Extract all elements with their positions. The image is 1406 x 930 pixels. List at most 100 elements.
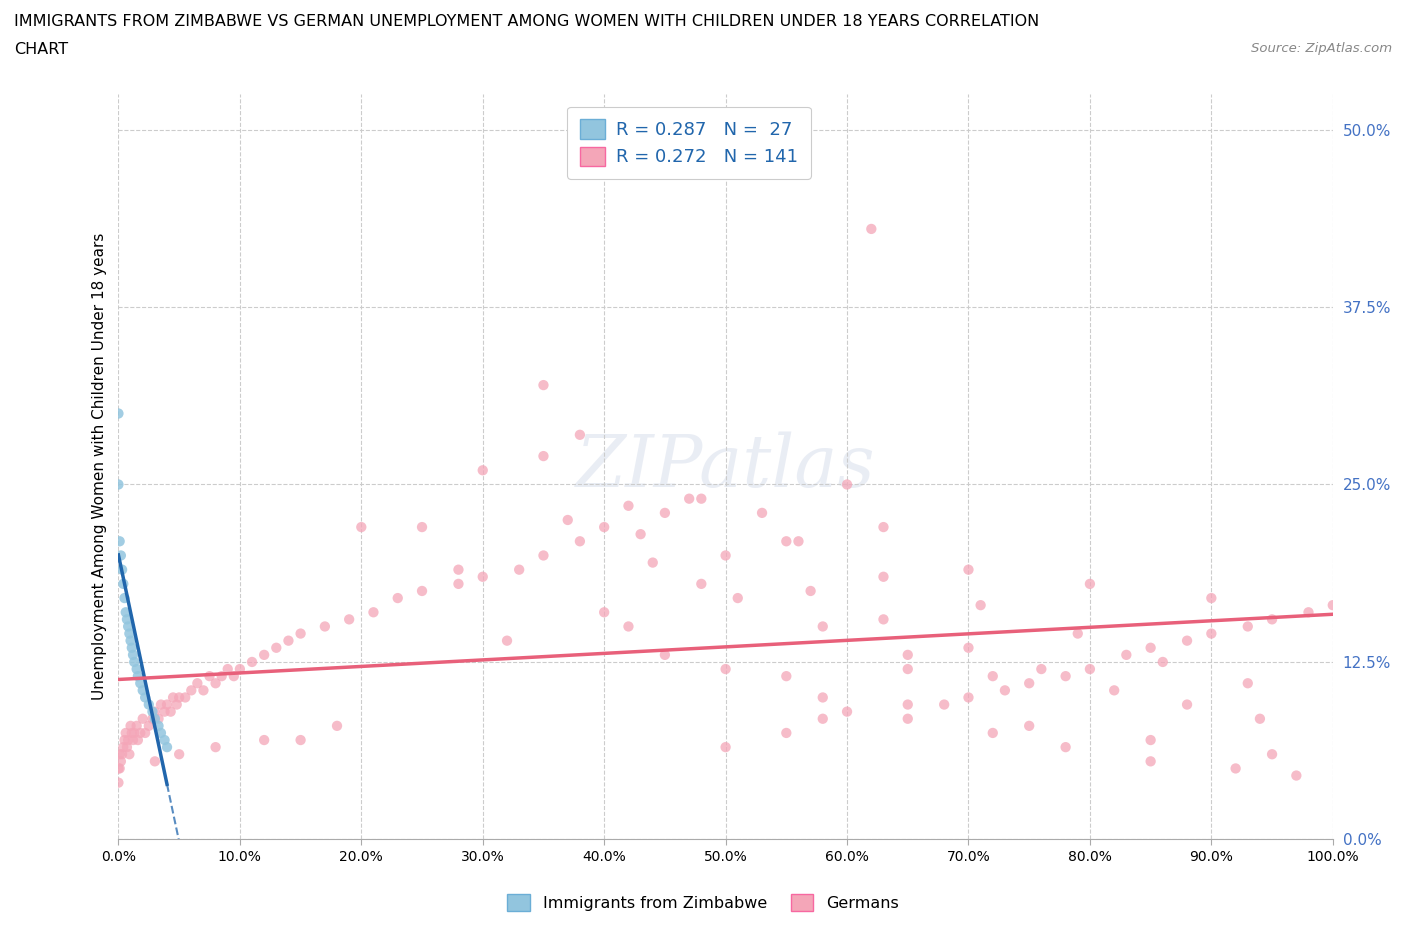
Point: [860, 221, 883, 236]
Point: [118, 626, 141, 641]
Point: [134, 690, 156, 705]
Point: [115, 612, 138, 627]
Point: [630, 526, 652, 541]
Point: [114, 604, 136, 619]
Point: [108, 534, 131, 549]
Point: [411, 583, 433, 598]
Point: [1102, 683, 1125, 698]
Point: [277, 633, 299, 648]
Point: [174, 690, 197, 705]
Point: [1054, 669, 1077, 684]
Legend: Immigrants from Zimbabwe, Germans: Immigrants from Zimbabwe, Germans: [501, 888, 905, 917]
Point: [111, 747, 134, 762]
Point: [811, 690, 834, 705]
Point: [447, 563, 470, 578]
Point: [148, 718, 170, 733]
Point: [363, 604, 385, 619]
Point: [981, 725, 1004, 740]
Point: [872, 520, 894, 535]
Point: [290, 733, 312, 748]
Point: [107, 406, 129, 421]
Point: [835, 477, 858, 492]
Point: [108, 761, 131, 776]
Point: [112, 577, 135, 591]
Y-axis label: Unemployment Among Women with Children Under 18 years: Unemployment Among Women with Children U…: [93, 233, 107, 700]
Point: [149, 725, 172, 740]
Point: [1139, 641, 1161, 656]
Point: [114, 725, 136, 740]
Point: [1031, 661, 1053, 676]
Point: [690, 491, 713, 506]
Point: [118, 747, 141, 762]
Point: [167, 690, 190, 705]
Point: [153, 704, 176, 719]
Point: [122, 733, 145, 748]
Point: [800, 583, 823, 598]
Point: [198, 669, 221, 684]
Point: [156, 739, 179, 754]
Point: [117, 619, 139, 634]
Point: [1298, 604, 1320, 619]
Point: [957, 690, 980, 705]
Point: [775, 534, 797, 549]
Point: [125, 661, 148, 676]
Point: [134, 725, 156, 740]
Point: [253, 733, 276, 748]
Point: [1201, 626, 1223, 641]
Point: [115, 739, 138, 754]
Point: [229, 661, 252, 676]
Point: [138, 718, 160, 733]
Point: [148, 711, 170, 726]
Point: [122, 725, 145, 740]
Point: [114, 733, 136, 748]
Point: [678, 491, 700, 506]
Point: [568, 534, 591, 549]
Point: [156, 698, 179, 712]
Point: [180, 683, 202, 698]
Point: [690, 577, 713, 591]
Point: [132, 711, 155, 726]
Point: [314, 619, 336, 634]
Point: [167, 747, 190, 762]
Point: [112, 739, 135, 754]
Point: [981, 669, 1004, 684]
Point: [1236, 676, 1258, 691]
Point: [143, 711, 166, 726]
Point: [387, 591, 409, 605]
Point: [120, 633, 142, 648]
Point: [714, 548, 737, 563]
Point: [1152, 655, 1174, 670]
Point: [1078, 661, 1101, 676]
Text: CHART: CHART: [14, 42, 67, 57]
Point: [186, 676, 208, 691]
Point: [1078, 577, 1101, 591]
Point: [533, 448, 555, 463]
Point: [1067, 626, 1090, 641]
Point: [337, 612, 360, 627]
Point: [897, 647, 920, 662]
Point: [107, 477, 129, 492]
Text: ZIPatlas: ZIPatlas: [576, 432, 876, 502]
Point: [108, 747, 131, 762]
Legend: R = 0.287   N =  27, R = 0.272   N = 141: R = 0.287 N = 27, R = 0.272 N = 141: [568, 107, 811, 179]
Point: [129, 725, 152, 740]
Point: [107, 776, 129, 790]
Point: [533, 548, 555, 563]
Point: [617, 619, 640, 634]
Point: [787, 534, 810, 549]
Point: [143, 754, 166, 769]
Point: [775, 669, 797, 684]
Point: [253, 647, 276, 662]
Point: [654, 505, 676, 520]
Point: [211, 669, 233, 684]
Point: [1054, 739, 1077, 754]
Point: [121, 725, 143, 740]
Point: [496, 633, 519, 648]
Point: [110, 754, 132, 769]
Point: [897, 661, 920, 676]
Point: [153, 733, 176, 748]
Point: [994, 683, 1017, 698]
Point: [568, 428, 591, 443]
Point: [557, 512, 579, 527]
Point: [411, 520, 433, 535]
